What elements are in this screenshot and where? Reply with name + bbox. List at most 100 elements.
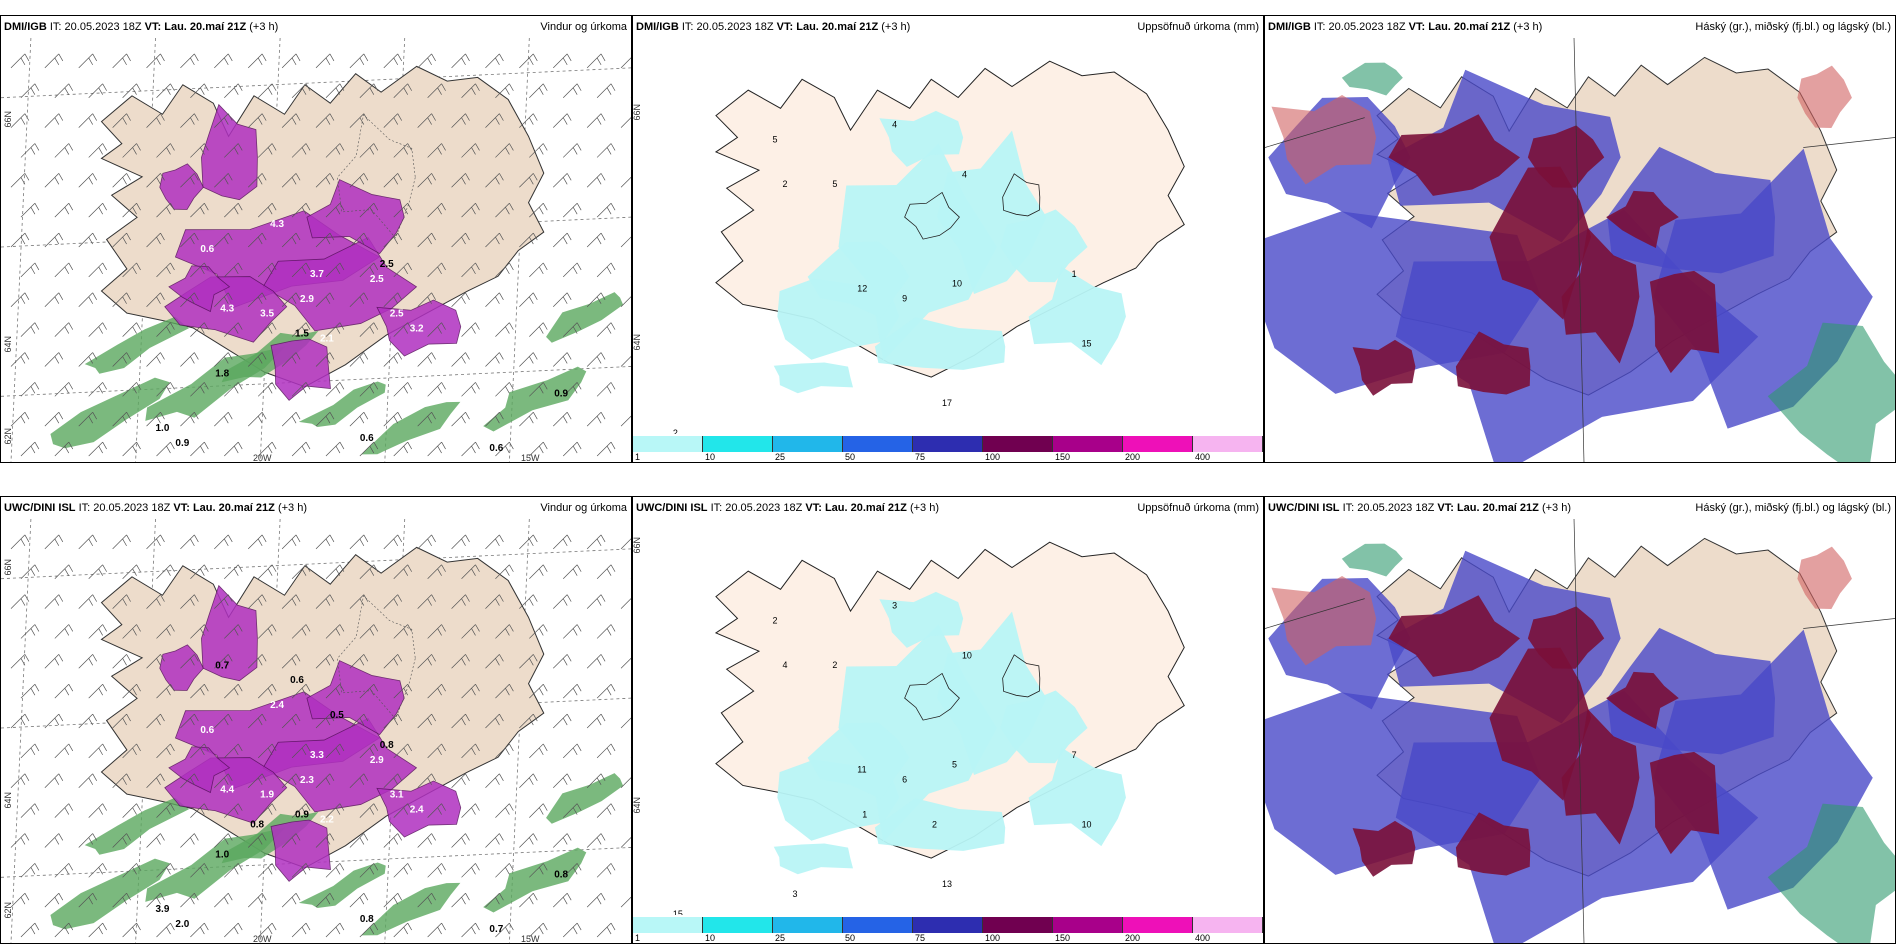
- graticule-line: [1573, 519, 1585, 943]
- wind-barb: [325, 803, 345, 818]
- wind-barb: [427, 863, 446, 878]
- wind-barb: [224, 441, 243, 457]
- wind-barb: [393, 863, 412, 878]
- wind-barb: [349, 594, 369, 609]
- wind-barb: [325, 624, 345, 639]
- wind-barb: [257, 683, 277, 699]
- wind-barb: [461, 743, 480, 759]
- wind-barb: [146, 173, 165, 188]
- wind-barb: [495, 624, 514, 639]
- lat-label: 64N: [3, 336, 13, 353]
- wind-barb: [383, 232, 403, 248]
- wind-barb: [122, 83, 141, 98]
- wind-barb: [325, 322, 345, 337]
- wind-barb: [461, 441, 480, 457]
- wind-barb: [417, 594, 436, 609]
- precip-streak-green: [361, 401, 461, 455]
- wind-barb: [315, 713, 335, 729]
- product-title: Uppsöfnuð úrkoma (mm): [1137, 21, 1259, 33]
- lead-time: (+3 h): [1513, 21, 1543, 33]
- colorbar-tick-label: 400: [1195, 933, 1211, 943]
- wind-barb: [214, 352, 233, 367]
- wind-barb: [291, 262, 311, 278]
- wind-barb: [383, 773, 403, 788]
- wind-barb: [190, 382, 209, 397]
- wind-barb: [620, 57, 631, 69]
- it-value: 20.05.2023 18Z: [64, 21, 142, 33]
- wind-barb: [417, 352, 436, 367]
- vt-value: Lau. 20.maí 21Z: [796, 21, 879, 33]
- wind-barb: [553, 594, 572, 609]
- colorbar-tick-label: 10: [705, 452, 716, 462]
- graticule-line: [1573, 38, 1585, 462]
- wind-barb: [122, 863, 141, 878]
- precip-value-label: 0.7: [215, 660, 229, 671]
- wind-barb: [529, 743, 548, 759]
- wind-barb: [214, 534, 233, 550]
- wind-barb: [281, 292, 301, 307]
- wind-barb: [146, 411, 165, 427]
- wind-barb: [214, 713, 233, 729]
- precip-value-label: 3.1: [390, 790, 404, 801]
- wind-barb: [88, 863, 107, 878]
- wind-barb: [315, 892, 335, 908]
- wind-barb: [417, 892, 436, 908]
- wind-barb: [519, 594, 538, 609]
- wind-barb: [393, 564, 412, 579]
- wind-barb: [281, 833, 301, 848]
- wind-barb: [281, 173, 301, 188]
- wind-barb: [596, 743, 616, 759]
- wind-barb: [451, 654, 470, 669]
- wind-barb: [359, 202, 379, 218]
- product-title: Vindur og úrkoma: [540, 502, 627, 514]
- wind-barb: [495, 863, 514, 878]
- wind-barb: [359, 743, 379, 759]
- accum-precip-area: [1028, 747, 1126, 847]
- wind-barb: [596, 143, 616, 158]
- colorbar-tick-label: 200: [1125, 933, 1141, 943]
- cloud-mid-area: [1606, 671, 1679, 730]
- wind-barb: [122, 922, 141, 938]
- wind-barb: [180, 411, 199, 427]
- wind-barb: [359, 322, 379, 337]
- wind-barb: [10, 411, 30, 427]
- wind-barb: [281, 113, 301, 128]
- it-label: IT:: [49, 21, 62, 33]
- precip-value-label: 2.9: [370, 755, 384, 766]
- panel-accum-precip-dmi: DMI/IGB IT: 20.05.2023 18Z VT: Lau. 20.m…: [632, 15, 1264, 463]
- colorbar-segment: [843, 917, 913, 933]
- wind-barb: [349, 292, 369, 307]
- wind-barb: [393, 262, 412, 278]
- wind-barb: [78, 534, 97, 550]
- it-label: IT:: [681, 21, 694, 33]
- lat-label: 62N: [3, 902, 13, 919]
- colorbar-segment: [983, 917, 1053, 933]
- wind-barb: [10, 534, 30, 550]
- wind-barb: [54, 683, 74, 699]
- it-label: IT:: [78, 502, 91, 514]
- wind-barb: [529, 202, 548, 218]
- model-name: DMI/IGB: [636, 21, 679, 33]
- cloud-mid-area: [1606, 190, 1679, 249]
- wind-barb: [54, 83, 74, 98]
- wind-barb: [112, 53, 131, 69]
- panel-header: UWC/DINI ISL IT: 20.05.2023 18Z VT: Lau.…: [633, 497, 1263, 519]
- it-value: 20.05.2023 18Z: [725, 502, 803, 514]
- wind-barb: [78, 654, 97, 669]
- wind-barb: [553, 53, 572, 69]
- graticule-line: [1265, 117, 1365, 148]
- accum-value-label: 5: [832, 179, 837, 189]
- wind-barb: [44, 713, 64, 729]
- wind-barb: [247, 232, 267, 248]
- precip-streak-green: [483, 847, 587, 913]
- wind-barb: [257, 202, 277, 218]
- panel-header: UWC/DINI ISL IT: 20.05.2023 18Z VT: Lau.…: [1, 497, 631, 519]
- wind-barb: [349, 713, 369, 729]
- wind-barb: [10, 113, 30, 128]
- precip-value-label: 1.0: [156, 423, 170, 434]
- wind-barb: [257, 382, 277, 397]
- wind-barb: [146, 892, 165, 908]
- wind-barb: [393, 382, 412, 397]
- colorbar-segment: [843, 436, 913, 452]
- wind-barb: [620, 538, 631, 550]
